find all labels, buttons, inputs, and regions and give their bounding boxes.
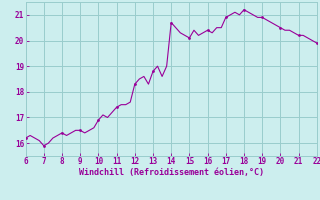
X-axis label: Windchill (Refroidissement éolien,°C): Windchill (Refroidissement éolien,°C) xyxy=(79,168,264,177)
